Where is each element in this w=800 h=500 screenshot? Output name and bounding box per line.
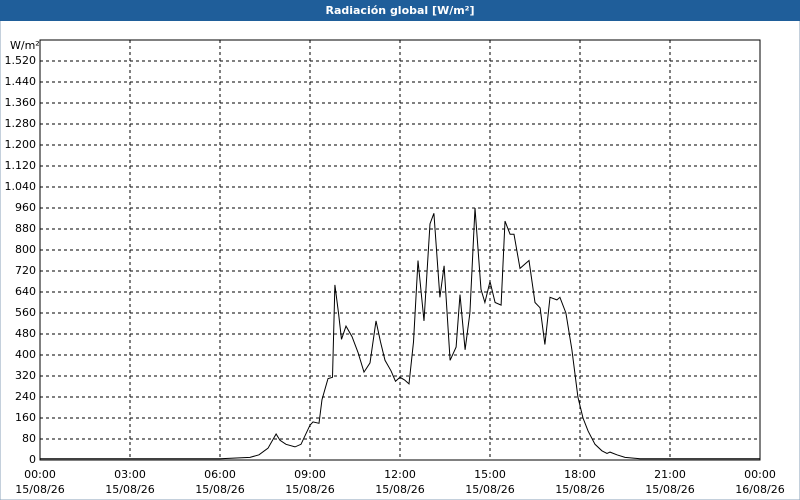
y-tick-label: 1.280 [5,117,37,130]
y-tick-label: 640 [15,285,36,298]
y-tick-label: 400 [15,348,36,361]
x-tick-label: 12:00 [384,468,416,481]
x-tick-date: 15/08/26 [285,483,334,496]
plot-border [39,39,761,461]
title-bar [0,0,800,21]
y-tick-label: 800 [15,243,36,256]
x-tick-date: 15/08/26 [15,483,64,496]
y-tick-label: 1.040 [5,180,37,193]
x-tick-date: 15/08/26 [555,483,604,496]
y-tick-label: 1.360 [5,96,37,109]
x-tick-label: 03:00 [114,468,146,481]
y-tick-label: 720 [15,264,36,277]
y-tick-label: 80 [22,432,36,445]
x-tick-label: 00:00 [24,468,56,481]
y-tick-label: 560 [15,306,36,319]
x-tick-label: 06:00 [204,468,236,481]
chart-title: Radiación global [W/m²] [325,4,474,17]
x-tick-date: 15/08/26 [465,483,514,496]
y-tick-label: 960 [15,201,36,214]
x-tick-label: 00:00 [744,468,776,481]
x-tick-label: 15:00 [474,468,506,481]
y-tick-label: 880 [15,222,36,235]
y-tick-label: 160 [15,411,36,424]
y-tick-label: 480 [15,327,36,340]
y-tick-label: 240 [15,390,36,403]
x-tick-date: 15/08/26 [195,483,244,496]
x-tick-label: 09:00 [294,468,326,481]
y-tick-label: 1.440 [5,75,37,88]
y-tick-label: 1.520 [5,54,37,67]
data-line [40,207,760,460]
x-tick-label: 21:00 [654,468,686,481]
y-tick-label: 320 [15,369,36,382]
x-tick-date: 16/08/26 [735,483,784,496]
y-tick-label: 1.120 [5,159,37,172]
y-tick-label: 0 [29,453,36,466]
x-tick-date: 15/08/26 [105,483,154,496]
y-axis-label: W/m² [10,39,40,52]
x-tick-date: 15/08/26 [375,483,424,496]
y-tick-label: 1.200 [5,138,37,151]
x-tick-label: 18:00 [564,468,596,481]
x-tick-date: 15/08/26 [645,483,694,496]
